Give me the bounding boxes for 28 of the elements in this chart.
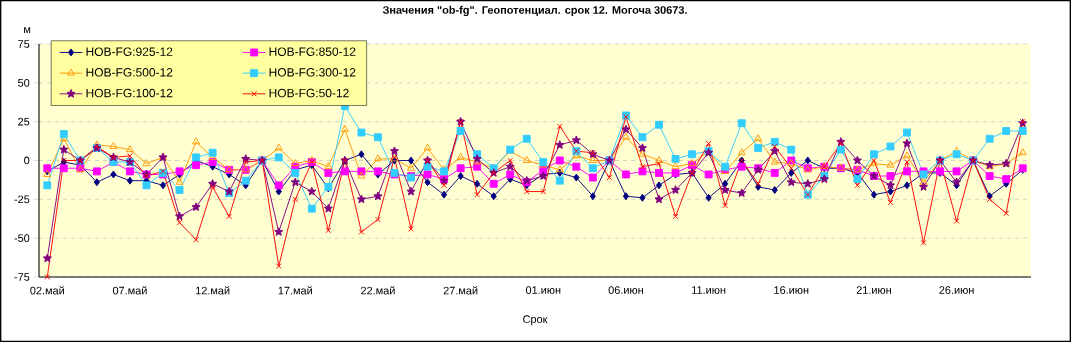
legend-label: НОВ-FG:100-12 [86, 88, 173, 98]
legend-label: НОВ-FG:50-12 [269, 88, 349, 98]
x-tick-label: 21.июн [856, 286, 891, 294]
y-tick-label: 0 [24, 156, 30, 165]
legend-label: НОВ-FG:500-12 [86, 68, 173, 77]
x-axis-title: Срок [523, 315, 548, 326]
x-tick-label: 12.май [196, 286, 230, 295]
x-tick-label: 06.июн [608, 286, 643, 294]
legend-label: НОВ-FG:850-12 [269, 47, 356, 56]
y-tick-label: -50 [14, 234, 30, 243]
x-tick-label: 26.июн [939, 286, 974, 294]
y-tick-label: 50 [18, 78, 30, 87]
y-tick-label: 25 [18, 117, 30, 126]
x-tick-label: 22.май [361, 286, 395, 295]
x-tick-label: 01.июн [525, 286, 561, 294]
legend-label: НОВ-FG:300-12 [269, 68, 356, 77]
x-tick-label: 17.май [278, 286, 312, 295]
y-tick-label: -25 [14, 195, 30, 204]
y-tick-label: -75 [14, 273, 30, 281]
x-tick-label: 07.май [112, 286, 147, 295]
x-tick-label: 16.июн [774, 286, 809, 294]
legend-label: НОВ-FG:925-12 [86, 47, 173, 56]
y-tick-label: 75 [18, 40, 30, 48]
chart-title: Значения "ob-fg". Геопотенциал. срок 12. Могоча 30673. [382, 5, 687, 17]
y-axis-title: м [24, 27, 31, 34]
x-tick-label: 11.июн [692, 286, 726, 294]
x-tick-label: 27.май [443, 286, 478, 295]
x-tick-label: 02.май [30, 286, 64, 295]
